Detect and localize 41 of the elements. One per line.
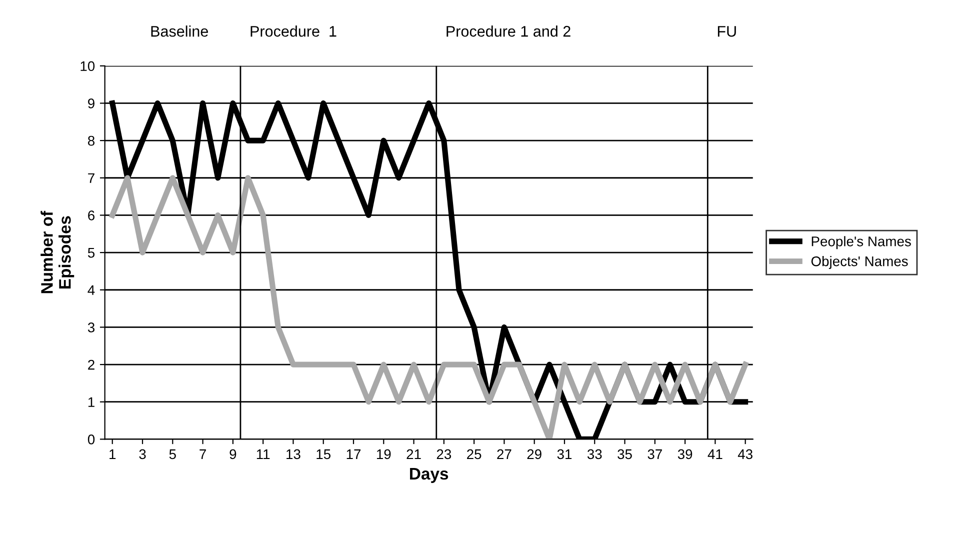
text: Baseline bbox=[151, 26, 208, 37]
y-tick-label: 6 bbox=[88, 210, 94, 220]
x-tick-label: 29 bbox=[527, 449, 542, 460]
y-tick-label: 3 bbox=[88, 322, 94, 332]
y-tick-label: 0 bbox=[88, 434, 95, 444]
legend-label: Objects' Names bbox=[811, 256, 908, 269]
y-tick-label: 4 bbox=[88, 285, 95, 295]
x-tick-label: 27 bbox=[497, 449, 512, 459]
text: Procedure 1 and 2 bbox=[446, 26, 570, 37]
y-axis-title: Number of Episodes bbox=[40, 210, 74, 294]
x-tick-label: 19 bbox=[376, 449, 391, 460]
x-tick-label: 7 bbox=[200, 449, 206, 459]
x-tick-label: 13 bbox=[286, 449, 300, 460]
y-tick-label: 2 bbox=[88, 360, 94, 370]
x-tick-label: 15 bbox=[316, 449, 330, 460]
x-tick-label: 37 bbox=[648, 449, 662, 460]
x-axis-title: Days bbox=[410, 468, 448, 483]
x-tick-label: 3 bbox=[139, 449, 146, 460]
y-tick-label: 7 bbox=[88, 173, 94, 183]
y-tick-label: 10 bbox=[80, 61, 95, 72]
y-tick-label: 5 bbox=[88, 248, 95, 258]
x-tick-label: 11 bbox=[256, 449, 270, 459]
x-tick-label: 23 bbox=[436, 449, 452, 460]
x-tick-label: 21 bbox=[406, 449, 421, 459]
text: FU bbox=[718, 26, 736, 37]
x-tick-label: 9 bbox=[230, 449, 236, 460]
x-tick-label: 1 bbox=[110, 449, 116, 459]
x-tick-label: 17 bbox=[346, 449, 361, 459]
x-tick-label: 39 bbox=[678, 449, 692, 460]
x-tick-label: 31 bbox=[557, 449, 572, 460]
legend-label: People's Names bbox=[812, 236, 911, 250]
text: Procedure 1 bbox=[250, 26, 336, 37]
x-tick-label: 25 bbox=[467, 449, 482, 460]
x-tick-label: 33 bbox=[587, 449, 602, 460]
y-tick-label: 9 bbox=[88, 98, 94, 108]
y-tick-label: 8 bbox=[88, 136, 95, 146]
x-tick-label: 43 bbox=[738, 449, 752, 460]
x-tick-label: 41 bbox=[708, 449, 722, 459]
x-tick-label: 5 bbox=[169, 449, 176, 460]
x-tick-label: 35 bbox=[618, 449, 632, 460]
y-tick-label: 1 bbox=[88, 397, 94, 407]
